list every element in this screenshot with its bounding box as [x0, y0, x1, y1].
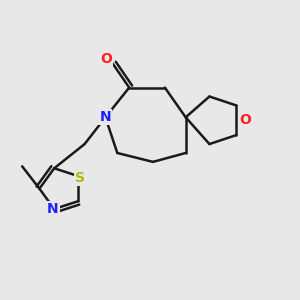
Text: S: S: [75, 170, 85, 184]
Text: N: N: [100, 110, 111, 124]
Text: O: O: [100, 52, 112, 66]
Text: N: N: [47, 202, 58, 216]
Text: O: O: [239, 113, 251, 127]
